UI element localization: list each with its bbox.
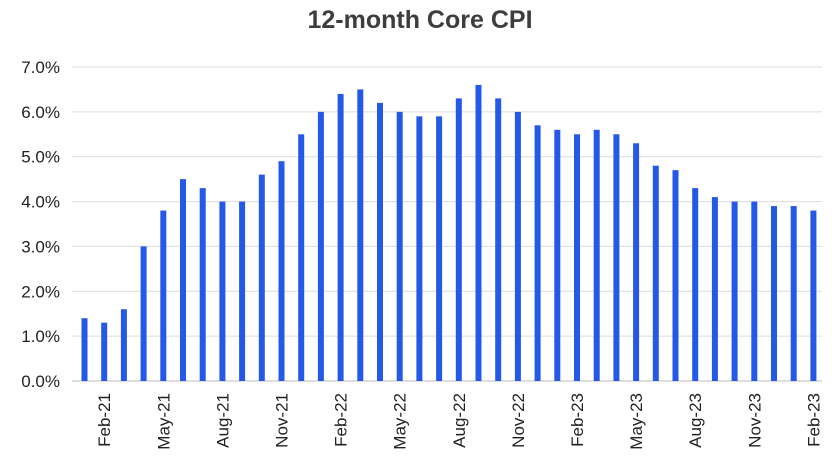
x-tick-label: Aug-21 — [213, 393, 232, 448]
y-tick-label: 0.0% — [21, 372, 60, 391]
bars — [81, 84, 817, 382]
x-tick-label: Feb-23 — [568, 393, 587, 447]
x-tick-label: Nov-21 — [273, 393, 292, 448]
x-tick-label: Nov-23 — [745, 393, 764, 448]
bar — [239, 201, 246, 381]
x-tick-label: Feb-22 — [332, 393, 351, 447]
bar — [377, 102, 383, 381]
bar — [751, 201, 758, 381]
y-tick-label: 7.0% — [21, 58, 60, 77]
x-tick-label: Aug-23 — [686, 393, 705, 448]
bar — [810, 210, 817, 381]
bar — [692, 188, 699, 381]
gridlines — [72, 66, 822, 382]
bar — [495, 98, 502, 382]
bar — [160, 210, 167, 381]
bar — [180, 179, 186, 381]
y-tick-label: 6.0% — [21, 103, 60, 122]
bar — [396, 111, 403, 381]
bar — [711, 197, 718, 381]
x-tick-label: Feb-21 — [95, 393, 114, 447]
bar — [534, 125, 541, 381]
bar — [317, 111, 324, 381]
bar — [101, 322, 108, 381]
bar — [613, 134, 620, 381]
bar — [81, 318, 88, 381]
bar — [574, 134, 580, 381]
x-tick-label: Nov-22 — [509, 393, 528, 448]
x-tick-label: May-22 — [391, 393, 410, 450]
bar — [554, 129, 561, 381]
bar — [416, 116, 423, 381]
y-tick-label: 2.0% — [21, 282, 60, 301]
bar — [652, 165, 659, 381]
bar — [436, 116, 443, 381]
bar — [633, 143, 640, 381]
x-tick-label: May-23 — [627, 393, 646, 450]
bar — [199, 188, 206, 381]
bar — [357, 89, 364, 381]
bar — [140, 246, 147, 381]
bar — [475, 84, 482, 381]
bar — [219, 201, 226, 381]
y-tick-label: 4.0% — [21, 193, 60, 212]
chart-title: 12-month Core CPI — [307, 6, 533, 34]
bar — [790, 206, 797, 381]
bar — [672, 170, 679, 381]
bar — [298, 134, 305, 381]
y-tick-label: 3.0% — [21, 237, 60, 256]
bar — [337, 93, 344, 382]
y-axis: 0.0% 1.0% 2.0% 3.0% 4.0% 5.0% 6.0% 7.0% — [21, 58, 60, 391]
y-tick-label: 5.0% — [21, 148, 60, 167]
y-tick-label: 1.0% — [21, 327, 60, 346]
x-tick-label: May-21 — [154, 393, 173, 450]
bar — [278, 161, 285, 381]
x-tick-label: Feb-23 — [804, 393, 823, 447]
bar — [455, 98, 462, 382]
bar — [593, 129, 600, 381]
bar — [120, 309, 127, 381]
x-axis: Feb-21 May-21 Aug-21 Nov-21 Feb-22 May-22 Aug-… — [95, 393, 823, 450]
bar — [731, 201, 738, 381]
x-tick-label: Aug-22 — [450, 393, 469, 448]
bar — [258, 174, 265, 381]
bar — [771, 206, 777, 381]
bar — [514, 111, 521, 381]
